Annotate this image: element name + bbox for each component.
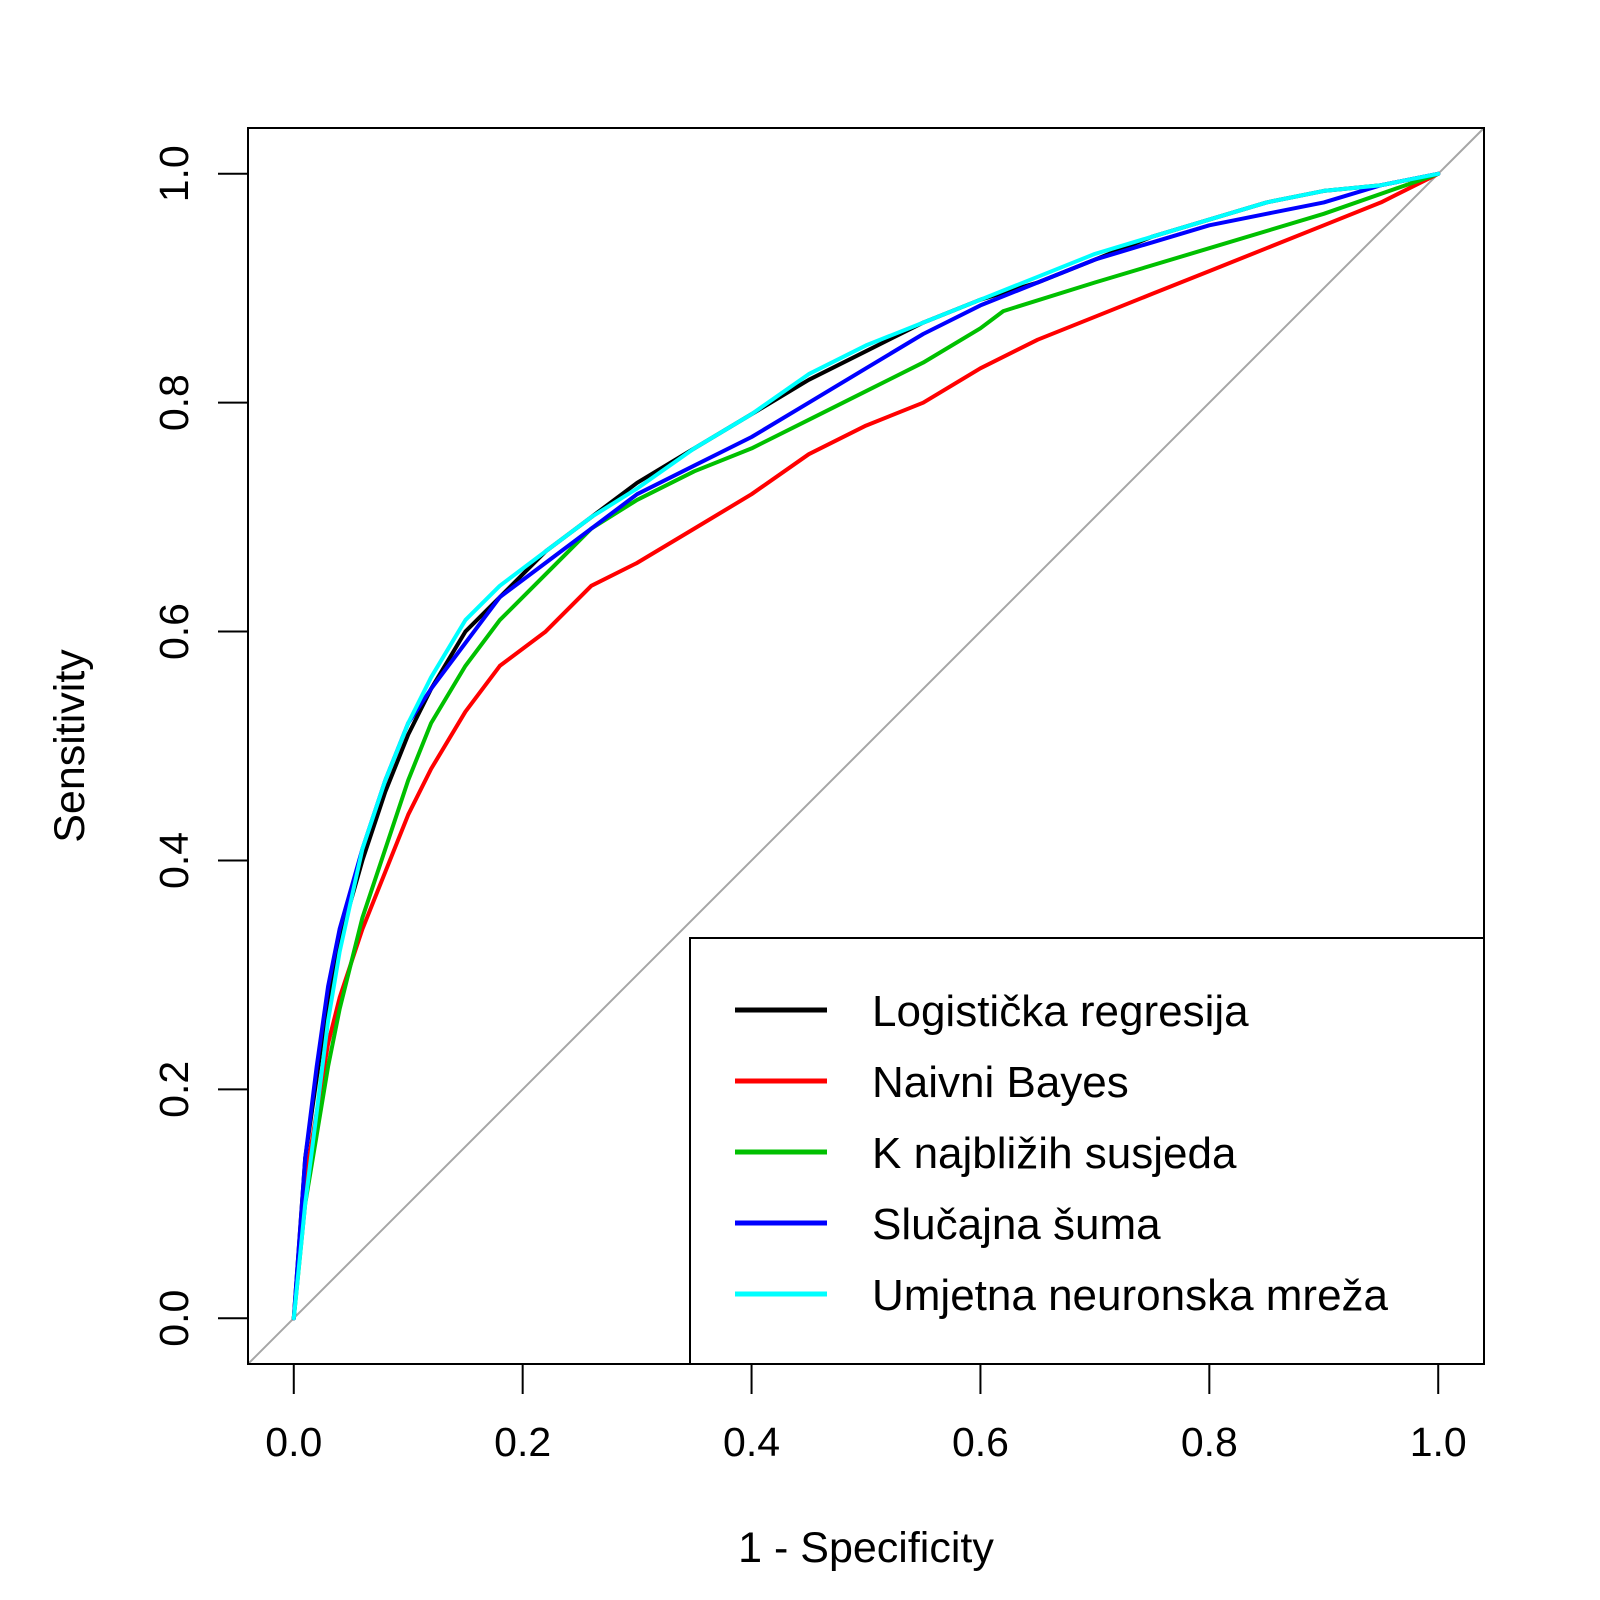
legend-label-4: Slučajna šuma <box>872 1200 1161 1249</box>
legend-label-1: Logistička regresija <box>872 987 1249 1036</box>
legend-label-3: K najbližih susjeda <box>872 1129 1237 1178</box>
series-line-4 <box>291 171 1441 1321</box>
y-tick-label-3: 0.6 <box>151 603 197 660</box>
legend-label-5: Umjetna neuronska mreža <box>872 1271 1389 1320</box>
x-tick-label-1: 0.2 <box>494 1419 551 1465</box>
legend: Logistička regresija Naivni Bayes K najbli… <box>689 937 1485 1365</box>
legend-label-2: Naivni Bayes <box>872 1058 1129 1107</box>
reference-diagonal-line <box>247 127 1485 1365</box>
y-axis: 0.0 0.2 0.4 0.6 0.8 1.0 <box>151 145 248 1347</box>
x-axis-label: 1 - Specificity <box>738 1524 994 1572</box>
y-tick-label-0: 0.0 <box>151 1290 197 1347</box>
y-tick-label-1: 0.2 <box>151 1061 197 1118</box>
reference-layer <box>247 127 1485 1365</box>
x-tick-label-0: 0.0 <box>265 1419 322 1465</box>
x-tick-label-4: 0.8 <box>1181 1419 1238 1465</box>
y-axis-label: Sensitivity <box>46 649 94 843</box>
x-axis: 0.0 0.2 0.4 0.6 0.8 1.0 <box>265 1364 1467 1465</box>
series-line-5 <box>291 171 1441 1321</box>
y-tick-label-2: 0.4 <box>151 832 197 889</box>
x-tick-label-3: 0.6 <box>952 1419 1009 1465</box>
y-tick-label-4: 0.8 <box>151 374 197 431</box>
x-tick-label-2: 0.4 <box>723 1419 780 1465</box>
y-tick-label-5: 1.0 <box>151 145 197 202</box>
legend-items: Logistička regresija Naivni Bayes K najbli… <box>735 987 1389 1320</box>
x-tick-label-5: 1.0 <box>1410 1419 1467 1465</box>
series-layer <box>291 171 1441 1321</box>
